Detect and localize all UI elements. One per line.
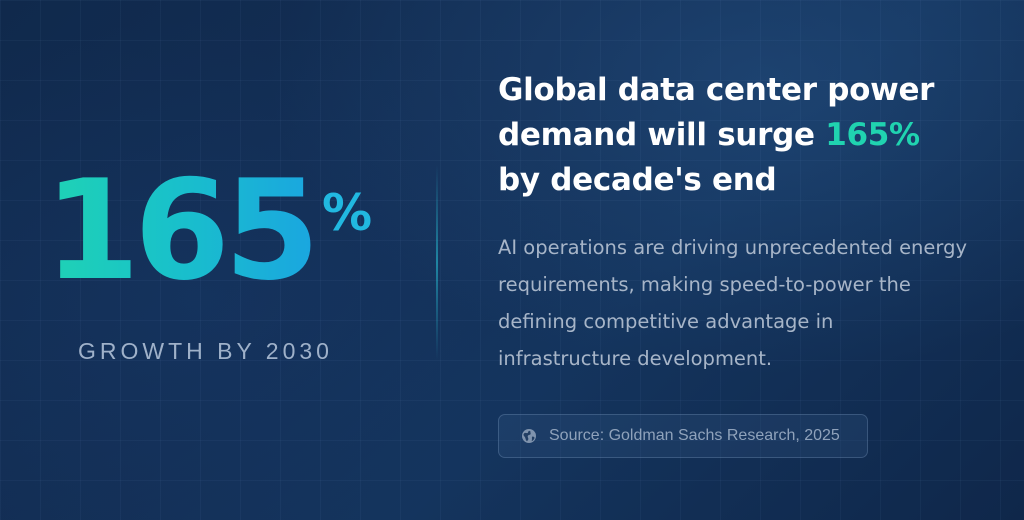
headline-line-3: by decade's end — [498, 162, 777, 198]
headline-accent: 165% — [825, 117, 920, 153]
big-number: 165 — [44, 150, 320, 311]
text-block: Global data center power demand will surg… — [498, 68, 998, 377]
vertical-divider — [436, 165, 438, 360]
big-stat: 165 % — [40, 162, 400, 310]
body-text: AI operations are driving unprecedented … — [498, 236, 968, 370]
growth-label: GROWTH BY 2030 — [78, 338, 333, 364]
globe-icon — [521, 428, 537, 444]
source-text: Source: Goldman Sachs Research, 2025 — [549, 427, 840, 444]
headline-line-1: Global data center power — [498, 72, 935, 108]
headline-line-2-prefix: demand will surge — [498, 117, 826, 153]
stat-block: 165 % GROWTH BY 2030 — [40, 162, 400, 365]
source-citation: Source: Goldman Sachs Research, 2025 — [498, 414, 868, 458]
headline: Global data center power demand will surg… — [498, 68, 998, 203]
percent-sign: % — [322, 184, 373, 242]
